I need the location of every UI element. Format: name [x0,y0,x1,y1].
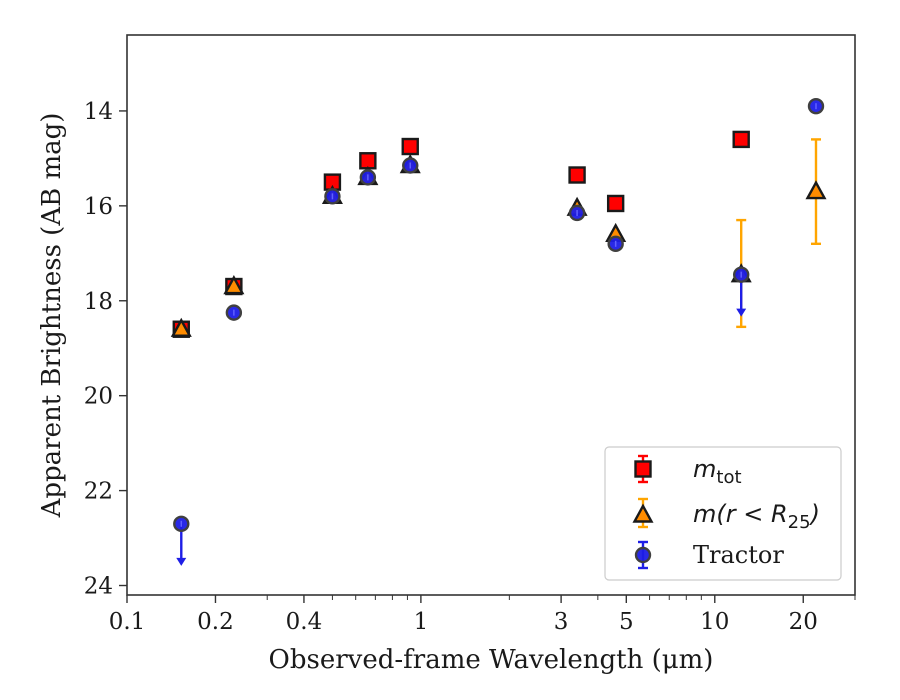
legend-label-mr: m(r < R25) [693,500,820,533]
x-tick-label: 0.4 [286,609,323,635]
legend-label-part: m [693,455,716,483]
x-tick-label: 3 [554,609,569,635]
legend-marker-square [634,460,652,478]
legend-label-mtot: mtot [693,455,742,488]
x-tick-label: 0.1 [109,609,146,635]
data-point-triangle [223,275,245,295]
x-tick-label: 10 [700,609,729,635]
y-tick-label: 24 [84,574,113,600]
x-tick-label: 20 [789,609,818,635]
y-axis-ticks: 14 16 18 20 22 24 [84,99,127,600]
legend-label-part: ) [809,500,820,528]
data-point-triangle [170,317,192,337]
legend-label-sub: 25 [788,512,811,533]
data-marks [170,97,827,566]
data-point-square [568,166,586,184]
upper-limit-arrow-head [736,308,747,317]
y-tick-label: 20 [84,384,113,410]
x-tick-label: 0.2 [197,609,234,635]
x-tick-label: 1 [414,609,429,635]
legend-label-sub: tot [716,467,741,488]
data-point-square [401,137,419,156]
legend-marker-circle [634,546,652,564]
x-tick-label: 5 [619,609,634,635]
data-point-square [606,194,625,213]
plot-frame [126,34,856,596]
x-axis-label: Observed-frame Wavelength (μm) [269,645,714,675]
data-point-triangle [805,180,827,200]
legend-box [604,446,842,581]
x-axis-ticks: 0.1 0.2 0.4 1 3 5 10 20 [109,595,856,635]
y-tick-label: 14 [84,99,113,125]
legend-label-part: m(r < R [693,500,788,528]
y-tick-label: 16 [84,194,113,220]
legend-marker-triangle [632,503,654,523]
y-tick-label: 22 [84,479,113,505]
y-axis-label: Apparent Brightness (AB mag) [37,113,67,519]
legend: mtot m(r < R25) Tractor [604,446,842,581]
legend-label-tractor: Tractor [693,541,784,569]
y-tick-label: 18 [84,289,113,315]
data-point-square [732,130,750,149]
upper-limit-arrow-head [176,557,187,566]
